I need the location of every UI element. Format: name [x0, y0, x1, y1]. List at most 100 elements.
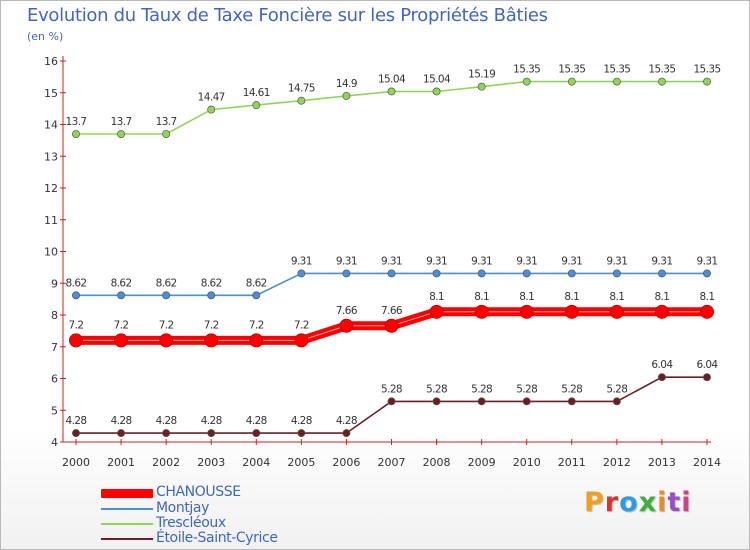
data-label: 5.28: [561, 383, 582, 395]
data-point: [162, 429, 171, 438]
data-label: 9.31: [426, 255, 447, 267]
data-point: [522, 269, 531, 278]
data-label: 14.9: [336, 78, 357, 90]
data-label: 6.04: [651, 359, 673, 371]
x-tick-label: 2013: [648, 456, 676, 469]
x-tick-label: 2009: [468, 456, 496, 469]
data-point: [432, 87, 441, 96]
data-point: [69, 333, 83, 348]
data-point: [387, 397, 396, 406]
data-point: [252, 101, 261, 110]
data-label: 14.47: [198, 92, 225, 104]
data-point: [342, 91, 351, 100]
data-point: [297, 429, 306, 438]
data-label: 15.04: [378, 73, 406, 85]
data-label: 4.28: [336, 415, 357, 427]
y-tick-label: 8: [51, 309, 58, 322]
y-tick-label: 10: [44, 246, 58, 259]
data-point: [294, 333, 309, 348]
data-point: [477, 269, 486, 278]
data-label: 8.62: [246, 277, 267, 289]
data-label: 7.2: [204, 319, 219, 331]
data-point: [72, 291, 80, 300]
data-label: 8.1: [700, 291, 715, 303]
data-point: [249, 333, 264, 348]
data-label: 13.7: [66, 116, 87, 128]
data-point: [339, 318, 354, 333]
data-label: 4.28: [246, 415, 267, 427]
x-tick-label: 2007: [378, 456, 406, 469]
data-point: [117, 429, 126, 438]
data-point: [252, 429, 261, 438]
data-label: 14.61: [243, 87, 270, 99]
data-point: [522, 397, 531, 406]
data-label: 9.31: [697, 255, 718, 267]
data-label: 14.75: [288, 83, 315, 95]
data-label: 8.1: [654, 291, 669, 303]
legend-label-chanousse: CHANOUSSE: [156, 484, 241, 500]
data-label: 13.7: [111, 116, 132, 128]
x-tick-label: 2003: [197, 456, 225, 469]
data-label: 8.62: [111, 277, 132, 289]
series-montjay: [72, 269, 711, 300]
data-point: [342, 429, 351, 438]
legend-swatch-trescleoux: [101, 523, 153, 525]
y-tick-label: 5: [51, 404, 58, 417]
data-label: 4.28: [156, 415, 177, 427]
data-point: [657, 269, 666, 278]
data-point: [567, 77, 576, 86]
data-label: 8.1: [519, 291, 534, 303]
x-tick-label: 2012: [603, 456, 631, 469]
data-label: 7.2: [114, 319, 129, 331]
data-point: [522, 77, 531, 86]
data-label: 4.28: [291, 415, 312, 427]
logo-letter: P: [584, 487, 605, 518]
chart-unit-label: (en %): [27, 30, 64, 43]
data-point: [657, 77, 666, 86]
data-point: [429, 304, 444, 319]
data-point: [297, 96, 306, 105]
data-label: 4.28: [66, 415, 87, 427]
data-point: [207, 429, 216, 438]
data-label: 8.1: [609, 291, 624, 303]
data-point: [117, 291, 126, 300]
data-point: [654, 304, 669, 319]
data-point: [162, 291, 171, 300]
data-point: [703, 373, 711, 382]
data-point: [432, 397, 441, 406]
series-chanousse: [69, 304, 714, 348]
data-point: [387, 269, 396, 278]
data-label: 7.66: [381, 305, 403, 317]
x-tick-label: 2011: [558, 456, 586, 469]
data-label: 7.2: [159, 319, 174, 331]
proxiti-logo: Proxiti: [584, 487, 692, 518]
x-tick-label: 2001: [107, 456, 135, 469]
data-label: 9.31: [471, 255, 492, 267]
data-point: [567, 397, 576, 406]
data-label: 8.1: [429, 291, 444, 303]
data-point: [252, 291, 261, 300]
y-tick-label: 11: [44, 214, 58, 227]
data-label: 15.04: [423, 73, 451, 85]
x-tick-label: 2000: [62, 456, 90, 469]
series-layer: [69, 77, 714, 438]
data-label: 7.2: [69, 319, 84, 331]
y-tick-label: 16: [44, 55, 58, 68]
data-label: 5.28: [426, 383, 447, 395]
data-label: 7.2: [294, 319, 309, 331]
data-point: [612, 269, 621, 278]
x-tick-label: 2005: [287, 456, 315, 469]
data-label: 15.35: [513, 64, 540, 76]
x-tick-label: 2008: [423, 456, 451, 469]
y-tick-label: 6: [51, 373, 58, 386]
data-point: [297, 269, 306, 278]
data-label: 15.35: [693, 64, 720, 76]
data-label: 5.28: [471, 383, 492, 395]
y-tick-label: 12: [44, 182, 58, 195]
data-label: 6.04: [697, 359, 719, 371]
data-label: 5.28: [606, 383, 627, 395]
legend-swatch-chanousse: [101, 489, 153, 498]
data-label: 9.31: [516, 255, 537, 267]
data-point: [609, 304, 624, 319]
